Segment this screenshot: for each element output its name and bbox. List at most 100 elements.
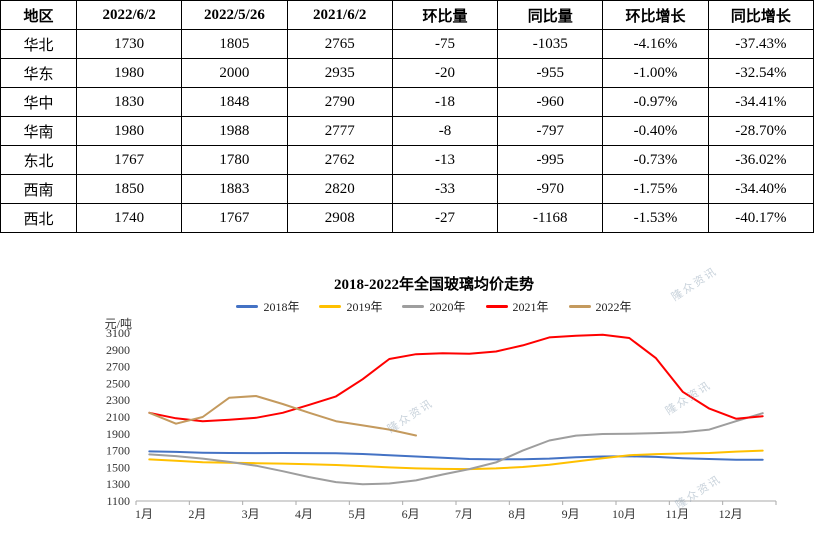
table-header-cell: 2022/5/26	[181, 0, 288, 30]
series-line-2020年	[148, 412, 764, 486]
value-cell: -1168	[497, 203, 604, 233]
value-cell: -34.41%	[707, 87, 814, 117]
x-tick-label: 10月	[612, 507, 636, 521]
value-cell: -960	[497, 87, 604, 117]
x-tick-label: 2月	[188, 507, 206, 521]
table-row: 东北 1767 1780 2762 -13 -995 -0.73% -36.02%	[0, 145, 814, 175]
legend-item: 2019年	[319, 298, 382, 315]
value-cell: -40.17%	[707, 203, 814, 233]
legend-line-swatch	[319, 305, 342, 308]
x-tick-label: 9月	[562, 507, 580, 521]
legend-item: 2022年	[568, 298, 632, 315]
value-cell: -20	[391, 58, 499, 88]
value-cell: 1730	[75, 29, 183, 59]
value-cell: -1035	[497, 29, 604, 59]
value-cell: 1767	[181, 203, 288, 233]
value-cell: 1988	[181, 116, 288, 146]
value-cell: 2935	[286, 58, 393, 88]
legend-item: 2018年	[236, 298, 299, 315]
series-line-2021年	[148, 333, 764, 423]
glass-price-table: 地区 2022/6/2 2022/5/26 2021/6/2 环比量 同比量 环比增长 同比增…	[0, 0, 814, 233]
x-tick-label: 5月	[348, 507, 366, 521]
table-row: 华南 1980 1988 2777 -8 -797 -0.40% -28.70%	[0, 116, 814, 146]
table-header-cell: 地区	[0, 0, 77, 30]
chart-legend: 2018年 2019年 2020年 2021年 2022年	[84, 298, 784, 315]
y-tick-label: 2100	[106, 410, 130, 424]
value-cell: -18	[391, 87, 499, 117]
value-cell: -1.53%	[602, 203, 709, 233]
chart-title: 2018-2022年全国玻璃均价走势	[334, 277, 534, 293]
value-cell: -37.43%	[707, 29, 814, 59]
table-header-row: 地区 2022/6/2 2022/5/26 2021/6/2 环比量 同比量 环比增长 同比增…	[0, 0, 814, 30]
y-tick-label: 2300	[106, 393, 130, 407]
legend-label: 2021年	[512, 300, 549, 314]
value-cell: 1883	[181, 174, 288, 204]
value-cell: -970	[497, 174, 604, 204]
value-cell: -27	[391, 203, 499, 233]
value-cell: 2762	[286, 145, 393, 175]
y-tick-label: 1700	[106, 444, 130, 458]
table-header-cell: 同比增长	[707, 0, 814, 30]
x-tick-label: 3月	[242, 507, 260, 521]
value-cell: -32.54%	[707, 58, 814, 88]
value-cell: -8	[391, 116, 499, 146]
legend-item: 2021年	[485, 298, 549, 315]
legend-label: 2019年	[346, 300, 383, 314]
chart-plot: 元/吨 1100 1300 1500 1700 1900 2100 2300 2500 2700 2…	[105, 317, 777, 521]
region-cell: 华中	[0, 87, 77, 117]
y-tick-label: 3100	[106, 326, 130, 340]
region-cell: 华北	[0, 29, 77, 59]
y-tick-label: 1500	[106, 460, 130, 474]
table-header-cell: 环比增长	[602, 0, 709, 30]
value-cell: -955	[497, 58, 604, 88]
value-cell: 1848	[181, 87, 288, 117]
value-cell: -0.97%	[602, 87, 709, 117]
table-row: 华北 1730 1805 2765 -75 -1035 -4.16% -37.43%	[0, 29, 814, 59]
value-cell: -995	[497, 145, 604, 175]
value-cell: 1740	[75, 203, 183, 233]
value-cell: -28.70%	[707, 116, 814, 146]
value-cell: -36.02%	[707, 145, 814, 175]
x-tick-label: 7月	[455, 507, 473, 521]
table-header-cell: 2021/6/2	[286, 0, 393, 30]
value-cell: -0.40%	[602, 116, 709, 146]
region-cell: 华东	[0, 58, 77, 88]
legend-line-swatch	[485, 305, 508, 308]
value-cell: 2790	[286, 87, 393, 117]
value-cell: 2908	[286, 203, 393, 233]
y-axis-unit-label: 元/吨	[105, 317, 132, 331]
table-row: 华东 1980 2000 2935 -20 -955 -1.00% -32.54%	[0, 58, 814, 88]
value-cell: 2777	[286, 116, 393, 146]
x-tick-label: 1月	[135, 507, 153, 521]
series-line-2022年	[148, 395, 417, 437]
region-cell: 西北	[0, 203, 77, 233]
legend-line-swatch	[236, 305, 259, 308]
value-cell: -1.00%	[602, 58, 709, 88]
value-cell: -0.73%	[602, 145, 709, 175]
table-row: 西南 1850 1883 2820 -33 -970 -1.75% -34.40%	[0, 174, 814, 204]
value-cell: 1850	[75, 174, 183, 204]
region-cell: 西南	[0, 174, 77, 204]
x-tick-label: 4月	[295, 507, 313, 521]
value-cell: -33	[391, 174, 499, 204]
x-tick-label: 12月	[719, 507, 743, 521]
value-cell: 1980	[75, 116, 183, 146]
x-tick-label: 6月	[402, 507, 420, 521]
x-tick-label: 8月	[508, 507, 526, 521]
value-cell: -4.16%	[602, 29, 709, 59]
legend-label: 2022年	[595, 300, 632, 314]
legend-label: 2018年	[263, 300, 300, 314]
series-line-2018年	[148, 450, 764, 461]
y-tick-label: 1100	[106, 494, 130, 508]
value-cell: -1.75%	[602, 174, 709, 204]
legend-line-swatch	[402, 305, 425, 308]
value-cell: 2765	[286, 29, 393, 59]
y-tick-label: 2700	[106, 360, 130, 374]
y-tick-label: 2500	[106, 376, 130, 390]
table-row: 西北 1740 1767 2908 -27 -1168 -1.53% -40.17%	[0, 203, 814, 233]
y-tick-label: 1300	[106, 477, 130, 491]
value-cell: -75	[391, 29, 499, 59]
table-header-cell: 2022/6/2	[75, 0, 183, 30]
value-cell: 1780	[181, 145, 288, 175]
